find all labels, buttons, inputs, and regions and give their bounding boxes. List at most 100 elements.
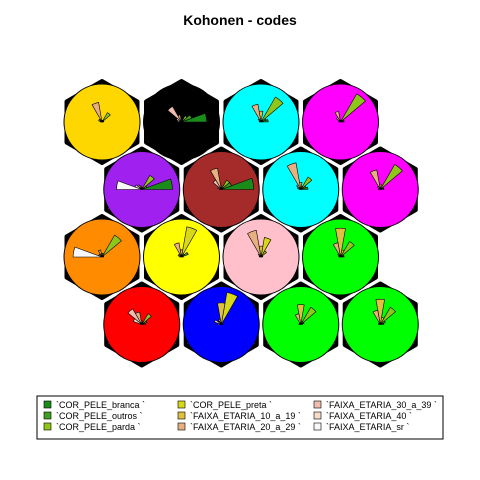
code-segment-2 — [101, 112, 111, 123]
code-segment-2 — [101, 234, 122, 258]
legend-swatch-5 — [177, 422, 186, 431]
code-segment-2 — [380, 306, 396, 325]
legend-label-4: `FAIXA_ETARIA_10_a_19 ` — [190, 411, 301, 421]
code-segment-6 — [212, 179, 222, 190]
chart-title: Kohonen - codes — [183, 12, 297, 28]
code-segment-8 — [177, 120, 182, 123]
som-units — [63, 83, 419, 363]
legend-label-6: `FAIXA_ETARIA_30_a_39 ` — [326, 400, 437, 410]
code-segment-5 — [369, 169, 381, 190]
legend-swatch-1 — [43, 411, 52, 420]
legend-label-8: `FAIXA_ETARIA_sr ` — [326, 422, 409, 432]
code-segment-5 — [294, 313, 302, 325]
code-segment-8 — [179, 256, 182, 258]
som-unit-3-3 — [341, 286, 419, 363]
code-segment-2 — [300, 306, 317, 325]
code-segment-2 — [340, 93, 366, 123]
cluster-boundary-8 — [64, 214, 140, 300]
code-segment-5 — [286, 162, 302, 190]
legend-swatch-7 — [313, 411, 322, 420]
code-segment-5 — [173, 242, 182, 258]
som-unit-1-1 — [182, 151, 260, 228]
som-unit-0-1 — [143, 83, 220, 161]
code-segment-2 — [380, 164, 403, 190]
code-segment-4 — [375, 298, 385, 325]
som-unit-1-0 — [103, 151, 181, 228]
code-segment-5 — [372, 309, 381, 325]
som-unit-1-3 — [341, 151, 419, 228]
cluster-boundary-15 — [342, 281, 418, 368]
code-segment-5 — [251, 103, 262, 123]
legend-box — [36, 395, 444, 440]
code-segment-8 — [298, 188, 301, 190]
cluster-boundary-12 — [104, 281, 180, 368]
som-unit-1-2 — [262, 151, 340, 228]
code-segment-2 — [340, 240, 355, 258]
code-segment-8 — [72, 246, 103, 258]
code-segment-8 — [217, 322, 222, 325]
legend-label-7: `FAIXA_ETARIA_40 ` — [326, 411, 412, 421]
code-segment-8 — [139, 323, 142, 325]
code-segment-8 — [116, 180, 142, 190]
code-segment-2 — [181, 115, 188, 123]
code-segment-4 — [296, 304, 305, 325]
legend-swatch-8 — [313, 422, 322, 431]
cluster-boundary-5 — [183, 146, 259, 233]
som-unit-2-2 — [222, 218, 300, 296]
code-segment-8 — [378, 188, 381, 190]
som-unit-2-0 — [63, 218, 141, 296]
cluster-boundary-9 — [144, 214, 219, 300]
code-segment-7 — [132, 318, 142, 325]
cluster-boundaries — [64, 79, 418, 368]
legend-label-5: `FAIXA_ETARIA_20_a_29 ` — [190, 422, 301, 432]
code-segment-2 — [141, 313, 152, 325]
code-segment-8 — [338, 121, 341, 123]
code-segment-8 — [338, 256, 341, 258]
cluster-boundary-13 — [183, 281, 259, 368]
code-segment-8 — [378, 323, 381, 325]
cluster-boundary-0 — [64, 79, 140, 165]
code-segment-3 — [260, 237, 272, 258]
som-unit-3-2 — [262, 286, 340, 363]
legend: `COR_PELE_branca ``COR_PELE_outros ``COR… — [36, 395, 444, 440]
cluster-boundary-3 — [303, 79, 378, 165]
legend-label-3: `COR_PELE_preta ` — [190, 400, 272, 410]
som-unit-3-0 — [103, 286, 181, 363]
code-segment-5 — [209, 167, 222, 190]
som-unit-0-2 — [222, 83, 300, 161]
legend-swatch-3 — [177, 400, 186, 409]
cluster-boundary-4 — [104, 146, 180, 233]
code-segment-2 — [221, 179, 230, 190]
code-segment-3 — [181, 226, 198, 258]
cluster-boundary-11 — [303, 214, 378, 300]
legend-swatch-2 — [43, 422, 52, 431]
cluster-boundary-10 — [223, 214, 299, 300]
som-unit-2-1 — [143, 218, 220, 296]
code-segment-6 — [167, 105, 182, 123]
code-segment-8 — [258, 256, 262, 258]
cluster-boundary-6 — [263, 146, 339, 233]
som-unit-0-0 — [63, 83, 141, 161]
legend-swatch-4 — [177, 411, 186, 420]
cluster-boundary-2 — [223, 79, 299, 165]
cluster-boundary-7 — [342, 146, 418, 233]
som-unit-3-1 — [182, 286, 260, 363]
code-segment-5 — [247, 229, 262, 258]
code-segment-6 — [127, 308, 143, 325]
code-segment-7 — [214, 319, 222, 325]
legend-label-2: `COR_PELE_parda ` — [56, 422, 141, 432]
code-segment-3 — [221, 292, 238, 325]
code-segment-0 — [141, 178, 173, 190]
cluster-boundary-1 — [144, 79, 219, 165]
legend-label-1: `COR_PELE_outros ` — [56, 411, 143, 421]
code-segment-8 — [258, 121, 262, 123]
code-segment-2 — [260, 96, 284, 123]
code-segment-2 — [141, 174, 155, 190]
som-unit-0-3 — [302, 83, 379, 161]
code-segment-4 — [217, 302, 226, 325]
code-segment-8 — [298, 323, 301, 325]
code-segment-8 — [99, 121, 103, 123]
code-segment-2 — [300, 176, 313, 190]
